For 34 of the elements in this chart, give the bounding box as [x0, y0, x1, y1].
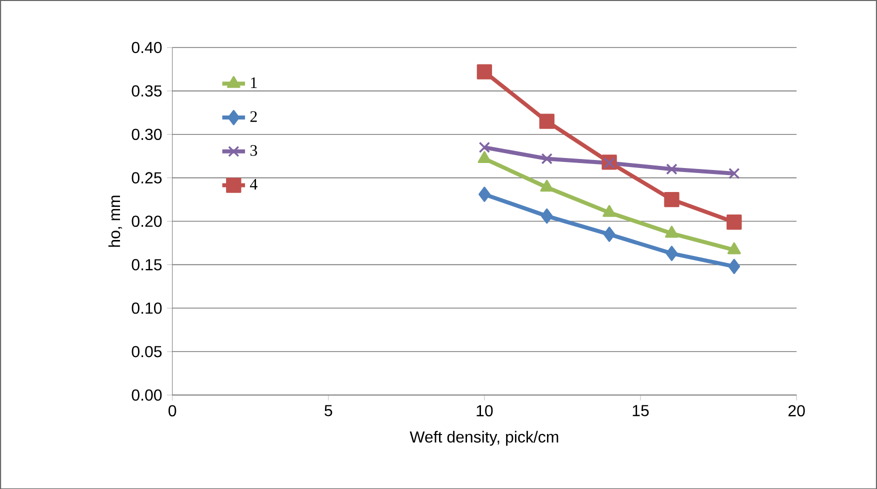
- legend-label: 1: [251, 77, 257, 88]
- y-tick-label: 0.10: [132, 302, 162, 314]
- point: [603, 226, 616, 242]
- point: [541, 152, 553, 164]
- y-tick-label: 0.25: [132, 172, 162, 184]
- point: [728, 168, 740, 179]
- point: [664, 192, 680, 207]
- point: [604, 157, 615, 168]
- x-axis-title: Weft density, pick/cm: [410, 430, 558, 446]
- legend-label: 3: [250, 144, 258, 156]
- y-tick-label: 0.00: [132, 389, 162, 400]
- y-tick-label: 0.40: [132, 42, 162, 53]
- point: [478, 142, 490, 153]
- x-tick-label: 5: [324, 404, 332, 416]
- y-tick-label: 0.35: [132, 85, 162, 96]
- x-tick-label: 10: [476, 404, 493, 416]
- point: [476, 64, 492, 80]
- legend-label: 2: [250, 111, 257, 122]
- x-tick-label: 15: [632, 404, 649, 416]
- y-axis-title: ho, mm: [108, 195, 122, 247]
- point: [539, 114, 554, 129]
- point: [540, 208, 553, 224]
- point: [666, 246, 678, 261]
- point: [666, 163, 678, 175]
- point: [728, 258, 740, 274]
- point: [478, 186, 490, 202]
- y-tick-label: 0.20: [132, 215, 162, 227]
- y-tick-label: 0.05: [132, 346, 162, 358]
- legend-label: 4: [250, 178, 258, 190]
- x-tick-label: 20: [788, 404, 805, 416]
- y-tick-label: 0.30: [132, 128, 162, 140]
- point: [726, 214, 742, 230]
- y-tick-label: 0.15: [132, 258, 162, 270]
- x-tick-label: 0: [168, 404, 176, 416]
